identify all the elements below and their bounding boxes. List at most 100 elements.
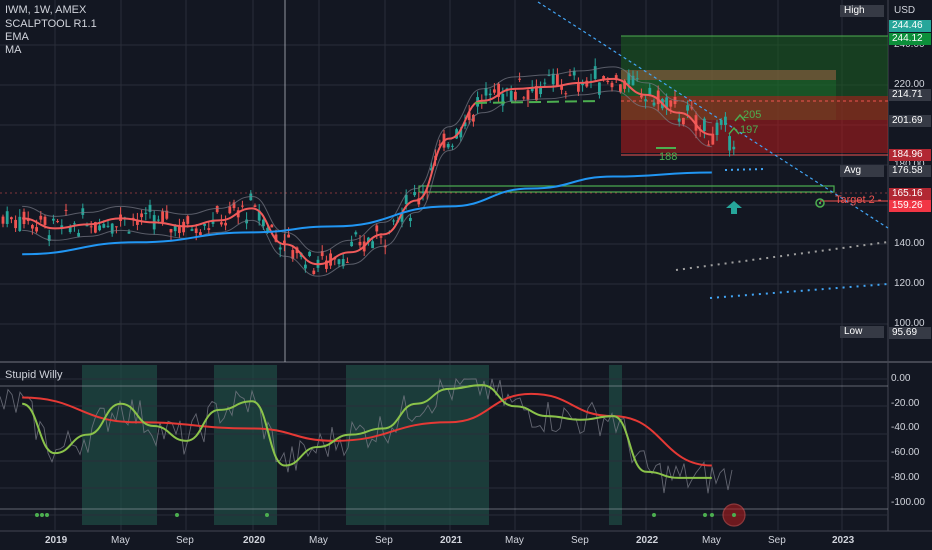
time-tick-label: May [702,535,721,546]
candle-body [472,114,475,122]
up-arrow-icon [726,201,742,214]
osc-fast-line [21,384,712,479]
candle-body [39,215,43,220]
candle-body [598,82,601,95]
candle-body [81,208,85,215]
candle-body [493,89,496,93]
candle-body [614,75,618,81]
candle-body [371,241,374,249]
candle-body [18,216,22,232]
candle-body [215,206,219,213]
candle-body [530,87,534,92]
candle-body [270,224,274,228]
candle-body [89,226,93,228]
candle-body [110,223,114,234]
candle-body [14,219,17,229]
candle-body [5,211,9,224]
candle-body [312,270,316,275]
osc-tick-label: -100.00 [891,496,925,508]
candle-body [568,74,572,76]
candle-body [551,73,555,85]
level-197-label: 197 [740,124,759,136]
indicator-label-scalptool[interactable]: SCALPTOOL R1.1 [5,18,97,30]
time-tick-label: Sep [375,535,393,546]
candle-body [623,80,626,89]
candle-body [31,225,34,229]
candle-body [274,234,278,242]
candle-body [656,90,660,105]
candle-body [497,83,500,97]
candle-body [165,210,169,219]
candle-body [467,112,471,121]
candle-body [425,191,429,193]
indicator-label-ma[interactable]: MA [5,44,22,56]
candle-body [644,99,647,102]
candle-body [728,136,731,151]
candle-body [278,247,282,250]
candle-body [438,144,442,146]
candle-body [94,222,97,233]
candle-body [190,229,194,231]
candle-body [627,73,631,85]
candle-body [161,211,164,222]
osc-tick-label: -80.00 [891,471,920,483]
low-tag: Low [840,326,884,338]
candle-body [572,70,576,76]
candle-body [539,86,542,95]
stop-zone-red-inner [621,70,836,80]
price-tick-label: 220.00 [894,78,925,90]
time-tick-label: Sep [768,535,786,546]
ema-ribbon [22,66,712,277]
candle-body [652,102,656,106]
candle-body [203,223,206,226]
candle-body [522,97,526,99]
candle-body [593,66,597,79]
candle-body [404,194,408,204]
candle-body [228,206,232,214]
candle-body [320,251,324,257]
candle-body [77,232,80,237]
candle-body [157,219,160,221]
candle-body [413,192,416,196]
oscillator-title[interactable]: Stupid Willy [5,369,63,381]
candle-body [400,213,404,222]
price-tag: 201.69 [889,115,931,128]
candle-body [52,218,55,221]
candle-body [10,217,13,220]
time-tick-label: May [111,535,130,546]
candle-body [631,75,635,86]
candle-body [703,118,706,132]
candle-body [585,80,589,87]
candle-body [635,78,639,80]
price-tag: 244.46 [889,20,931,32]
candle-body [619,84,622,92]
price-tick-label: 140.00 [894,238,925,250]
candle-body [131,217,135,219]
indicator-label-ema[interactable]: EMA [5,31,29,43]
candle-body [102,224,106,228]
candle-body [715,122,719,136]
candle-body [719,120,723,125]
price-tag: 176.58 [889,165,931,178]
candle-body [245,219,248,224]
osc-tick-label: -20.00 [891,397,920,409]
ema-ribbon-upper [22,66,712,253]
candle-body [417,198,421,205]
ema-line [22,77,712,266]
candle-body [1,216,5,224]
candle-body [606,80,610,83]
symbol-title[interactable]: IWM, 1W, AMEX [5,4,87,16]
candle-body [556,74,559,87]
candle-body [543,82,547,84]
candle-body [43,216,47,225]
osc-tick-label: -40.00 [891,422,920,434]
candle-body [73,223,76,225]
candle-body [341,259,345,267]
candle-body [379,236,383,238]
candle-body [346,261,349,263]
candle-body [47,235,51,241]
ma-line [22,171,712,256]
candle-body [526,90,530,100]
candle-body [304,264,307,269]
